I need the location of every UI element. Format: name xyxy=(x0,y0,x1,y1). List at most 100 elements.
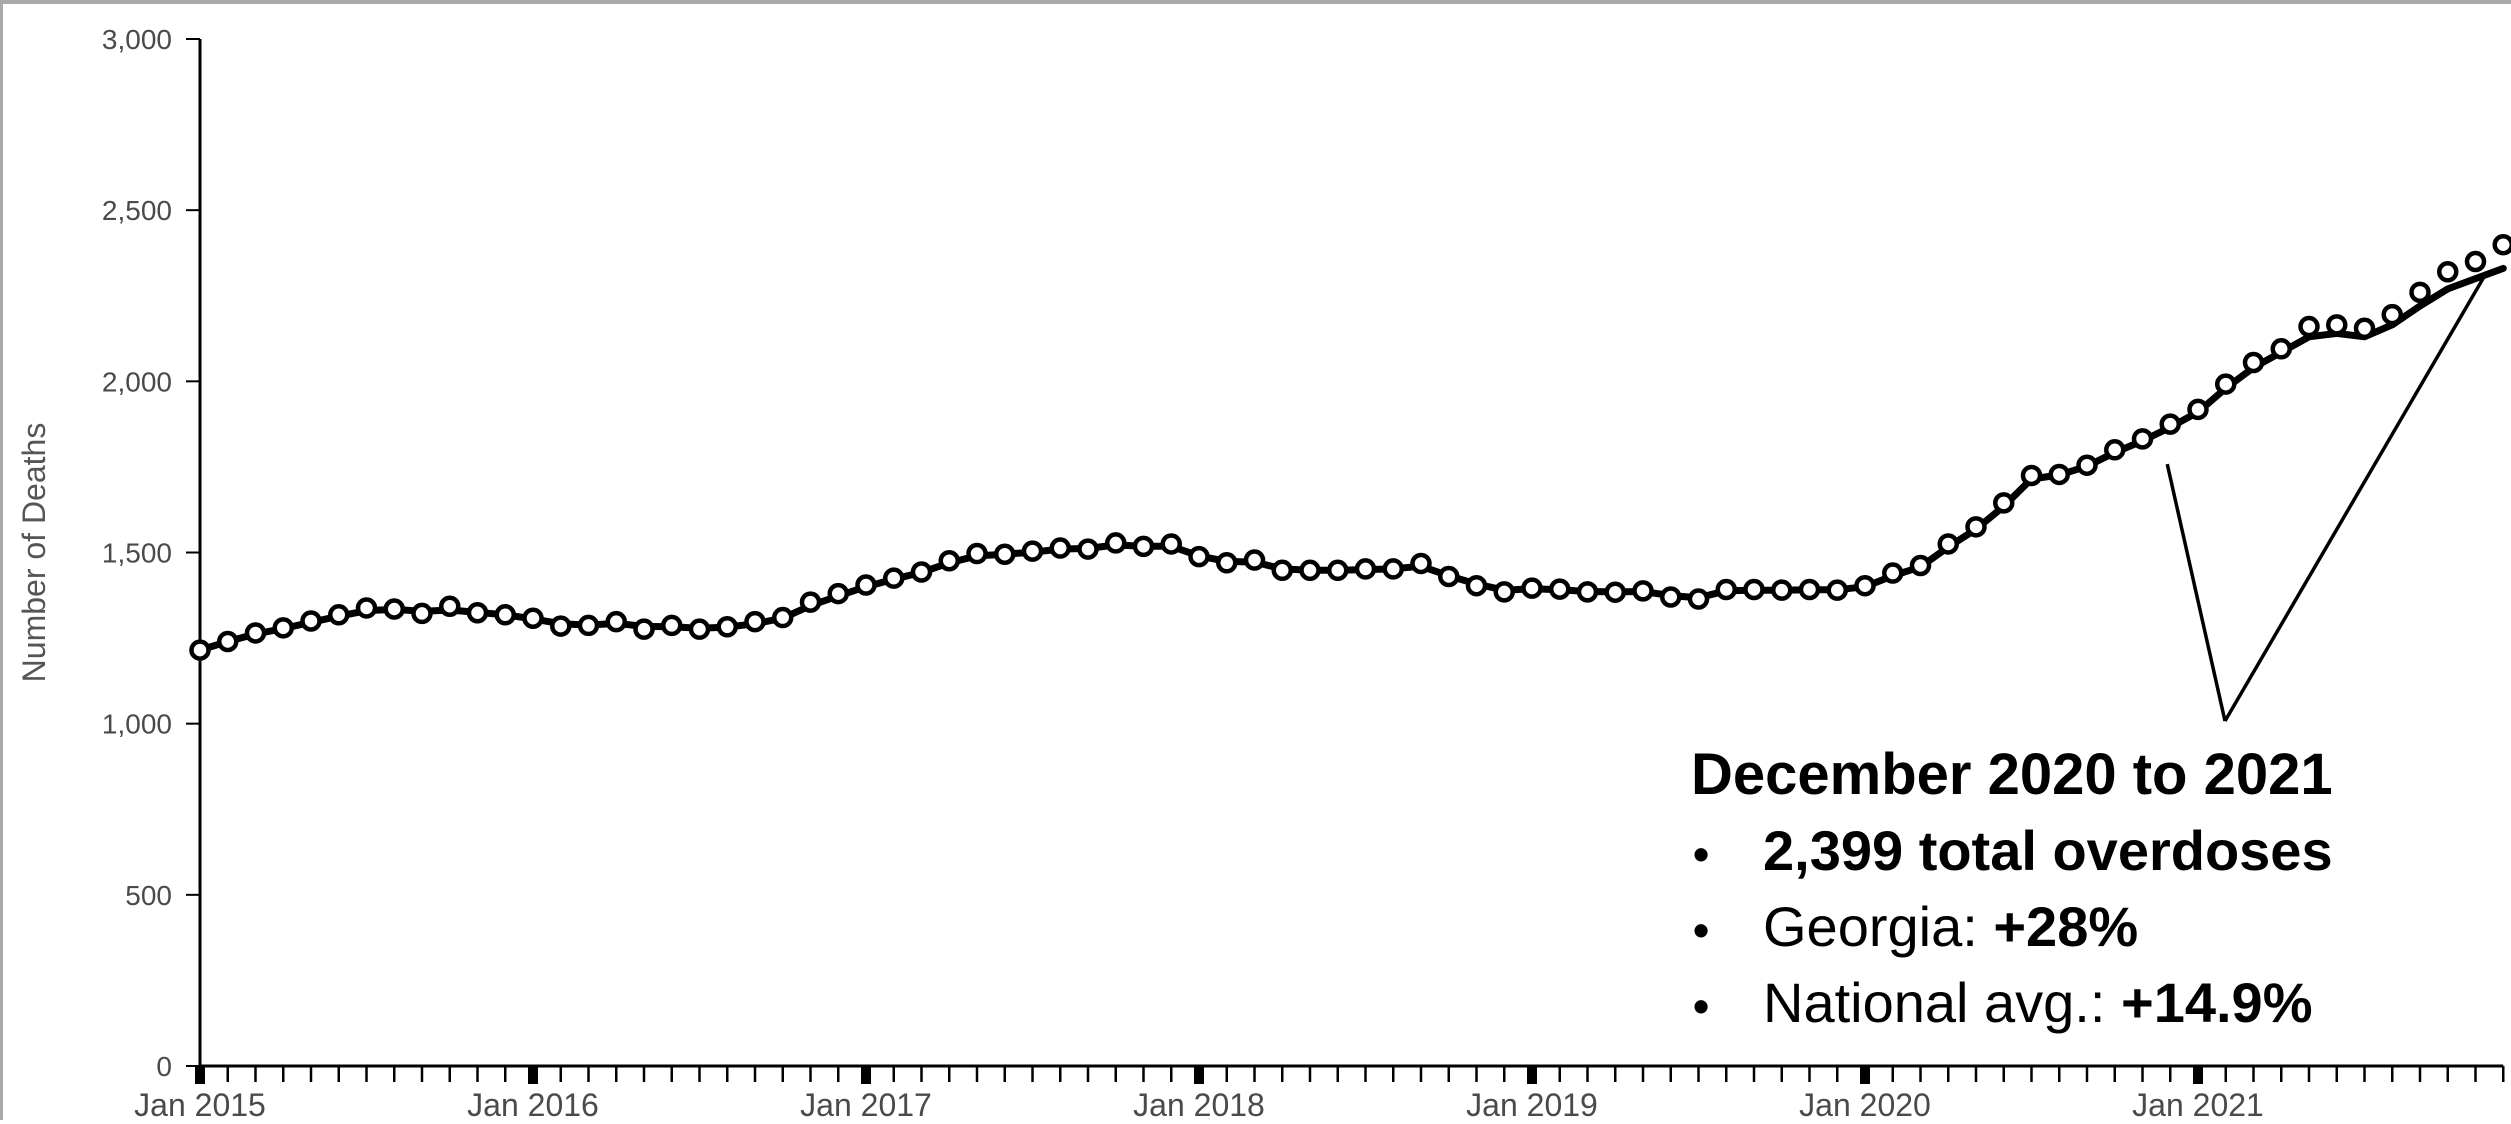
data-point xyxy=(885,570,902,587)
data-point xyxy=(2190,401,2207,418)
data-point xyxy=(1440,568,1457,585)
data-point xyxy=(1218,554,1235,571)
y-tick-label: 0 xyxy=(156,1051,172,1082)
x-tick-label: Jan 2017 xyxy=(800,1087,932,1123)
data-point xyxy=(2439,263,2456,280)
data-point xyxy=(275,619,292,636)
x-major-tick xyxy=(1860,1066,1870,1084)
data-point xyxy=(2106,441,2123,458)
data-point xyxy=(1551,581,1568,598)
y-axis-title: Number of Deaths xyxy=(16,423,52,683)
data-point xyxy=(303,612,320,629)
x-axis: Jan 2015 Jan 2016 Jan 2017 Jan 2018 Jan 2019… xyxy=(134,1066,2503,1123)
annotation-bullet-dot: • xyxy=(1693,904,1709,956)
x-tick-label: Jan 2015 xyxy=(134,1087,266,1123)
data-point xyxy=(1884,565,1901,582)
data-point xyxy=(636,621,653,638)
data-point xyxy=(913,564,930,581)
data-point xyxy=(1995,494,2012,511)
annotation-bullet-dot: • xyxy=(1693,980,1709,1032)
data-point xyxy=(858,577,875,594)
x-tick-label: Jan 2021 xyxy=(2132,1087,2264,1123)
x-tick-label: Jan 2019 xyxy=(1466,1087,1598,1123)
data-point xyxy=(1829,582,1846,599)
data-point xyxy=(1912,557,1929,574)
data-point xyxy=(1329,562,1346,579)
y-tick-label: 500 xyxy=(125,880,172,911)
data-point xyxy=(414,605,431,622)
annotation: December 2020 to 2021•2,399 total overdo… xyxy=(1691,275,2485,1034)
data-point xyxy=(2467,253,2484,270)
data-point xyxy=(2384,306,2401,323)
data-point xyxy=(580,617,597,634)
data-point xyxy=(386,600,403,617)
data-point xyxy=(2273,340,2290,357)
data-point xyxy=(1607,584,1624,601)
data-point xyxy=(1662,589,1679,606)
data-point xyxy=(525,610,542,627)
data-point xyxy=(2356,320,2373,337)
data-point xyxy=(469,604,486,621)
annotation-bullet: National avg.: +14.9% xyxy=(1763,971,2312,1034)
data-point xyxy=(1385,560,1402,577)
x-tick-label: Jan 2018 xyxy=(1133,1087,1265,1123)
data-point xyxy=(941,552,958,569)
data-point xyxy=(192,642,209,659)
data-point xyxy=(2495,236,2511,253)
data-point xyxy=(2051,466,2068,483)
x-tick-label: Jan 2016 xyxy=(467,1087,599,1123)
data-point xyxy=(830,585,847,602)
data-point xyxy=(1968,518,1985,535)
x-tick-label: Jan 2020 xyxy=(1799,1087,1931,1123)
x-major-tick xyxy=(1194,1066,1204,1084)
data-point xyxy=(608,613,625,630)
data-point xyxy=(1801,581,1818,598)
series-line xyxy=(200,268,2503,650)
data-point xyxy=(2023,467,2040,484)
data-point xyxy=(663,617,680,634)
y-tick-label: 1,500 xyxy=(102,538,172,569)
data-point xyxy=(1718,581,1735,598)
data-point xyxy=(1163,535,1180,552)
y-tick-label: 3,000 xyxy=(102,24,172,55)
annotation-bullet: 2,399 total overdoses xyxy=(1763,819,2333,882)
data-point xyxy=(969,545,986,562)
data-point xyxy=(2079,457,2096,474)
data-point xyxy=(2245,354,2262,371)
data-point xyxy=(2301,318,2318,335)
data-point xyxy=(1773,582,1790,599)
data-point xyxy=(1024,543,1041,560)
y-tick-label: 2,500 xyxy=(102,195,172,226)
x-major-tick xyxy=(195,1066,205,1084)
callout-line xyxy=(2225,275,2485,721)
data-point xyxy=(719,618,736,635)
data-point xyxy=(552,618,569,635)
data-point xyxy=(2134,430,2151,447)
callout-line xyxy=(2167,464,2225,721)
x-major-tick xyxy=(528,1066,538,1084)
data-point xyxy=(1746,581,1763,598)
data-point xyxy=(1246,552,1263,569)
data-point xyxy=(1635,582,1652,599)
data-point xyxy=(1302,562,1319,579)
data-point xyxy=(1135,538,1152,555)
data-point xyxy=(1080,541,1097,558)
data-point xyxy=(247,624,264,641)
x-major-tick xyxy=(861,1066,871,1084)
data-point xyxy=(1524,580,1541,597)
data-point xyxy=(219,633,236,650)
data-point xyxy=(2162,416,2179,433)
data-point xyxy=(1940,535,1957,552)
data-point xyxy=(2217,376,2234,393)
data-point xyxy=(1357,560,1374,577)
data-point xyxy=(1857,577,1874,594)
data-point xyxy=(1107,534,1124,551)
data-point xyxy=(1690,591,1707,608)
data-point xyxy=(358,599,375,616)
data-point xyxy=(441,598,458,615)
data-point xyxy=(1468,577,1485,594)
data-point xyxy=(802,594,819,611)
annotation-bullet-dot: • xyxy=(1693,828,1709,880)
